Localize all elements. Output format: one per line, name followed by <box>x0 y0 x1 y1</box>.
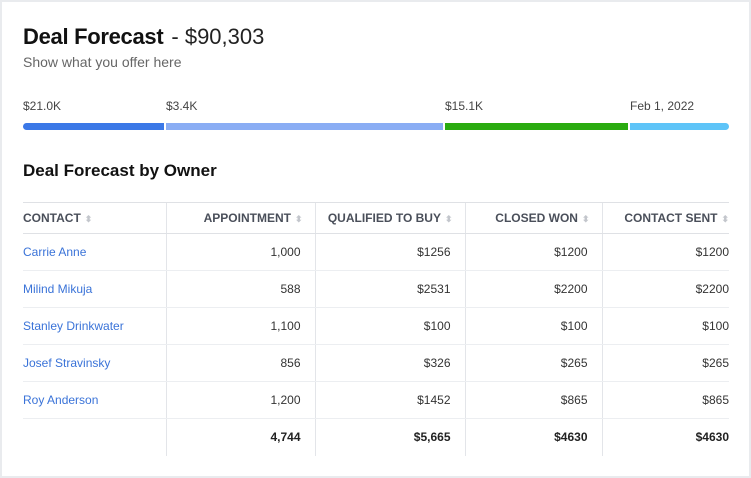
sort-icon[interactable]: ⬍ <box>581 214 590 224</box>
table-cell: $1200 <box>464 233 602 271</box>
title-text: Deal Forecast <box>23 24 164 49</box>
contact-link[interactable]: Milind Mikuja <box>23 270 166 308</box>
table-row: Stanley Drinkwater 1,100 $100 $100 $100 <box>23 307 729 345</box>
column-label: CONTACT <box>23 211 81 225</box>
table-cell: $100 <box>464 307 602 345</box>
total-cell: $5,665 <box>314 418 465 456</box>
contact-link[interactable]: Carrie Anne <box>23 233 166 271</box>
contact-link[interactable]: Roy Anderson <box>23 381 166 419</box>
segment-label: $15.1K <box>445 99 484 113</box>
sort-icon[interactable]: ⬍ <box>721 214 729 224</box>
column-header-closed-won[interactable]: CLOSED WON ⬍ <box>464 202 602 234</box>
progress-segment <box>166 123 443 130</box>
segment-label: $3.4K <box>166 99 198 113</box>
contact-link[interactable]: Josef Stravinsky <box>23 344 166 382</box>
total-cell: $4630 <box>464 418 602 456</box>
table-row: Roy Anderson 1,200 $1452 $865 $865 <box>23 381 729 419</box>
table-cell: $265 <box>601 344 729 382</box>
section-title: Deal Forecast by Owner <box>23 161 217 180</box>
column-header-contact-sent[interactable]: CONTACT SENT ⬍ <box>601 202 729 234</box>
totals-row: 4,744 $5,665 $4630 $4630 <box>23 418 729 456</box>
column-label: APPOINTMENT <box>203 211 291 225</box>
column-header-qualified-to-buy[interactable]: QUALIFIED TO BUY ⬍ <box>314 202 465 234</box>
owner-forecast-table: CONTACT ⬍ APPOINTMENT ⬍ QUALIFIED TO BUY ⬍ CLO… <box>23 202 729 456</box>
table-cell: $1452 <box>314 381 465 419</box>
sort-icon[interactable]: ⬍ <box>444 214 453 224</box>
column-label: CONTACT SENT <box>624 211 718 225</box>
total-cell <box>23 419 166 456</box>
segment-label: $21.0K <box>23 99 62 113</box>
column-label: QUALIFIED TO BUY <box>327 211 441 225</box>
progress-segment <box>445 123 628 130</box>
contact-link[interactable]: Stanley Drinkwater <box>23 307 166 345</box>
total-cell: $4630 <box>601 418 729 456</box>
column-label: CLOSED WON <box>495 211 578 225</box>
table-cell: 1,200 <box>165 381 315 419</box>
table-cell: 1,000 <box>165 233 315 271</box>
table-row: Milind Mikuja 588 $2531 $2200 $2200 <box>23 270 729 308</box>
table-cell: $2531 <box>314 270 465 308</box>
table-cell: $2200 <box>464 270 602 308</box>
table-row: Josef Stravinsky 856 $326 $265 $265 <box>23 344 729 382</box>
table-cell: $865 <box>601 381 729 419</box>
subtitle: Show what you offer here <box>23 54 182 70</box>
column-header-contact[interactable]: CONTACT ⬍ <box>23 202 166 234</box>
table-cell: $1200 <box>601 233 729 271</box>
forecast-amount: - $90,303 <box>171 24 265 49</box>
table-cell: $2200 <box>601 270 729 308</box>
column-header-appointment[interactable]: APPOINTMENT ⬍ <box>165 202 315 234</box>
total-cell: 4,744 <box>165 418 315 456</box>
table-cell: 1,100 <box>165 307 315 345</box>
table-cell: 856 <box>165 344 315 382</box>
table-cell: $100 <box>601 307 729 345</box>
table-cell: $326 <box>314 344 465 382</box>
table-cell: 588 <box>165 270 315 308</box>
table-cell: $865 <box>464 381 602 419</box>
sort-icon[interactable]: ⬍ <box>294 214 303 224</box>
table-row: Carrie Anne 1,000 $1256 $1200 $1200 <box>23 233 729 271</box>
table-cell: $265 <box>464 344 602 382</box>
table-cell: $100 <box>314 307 465 345</box>
segment-label: Feb 1, 2022 <box>630 99 695 113</box>
page-title: Deal Forecast - $90,303 <box>23 24 264 50</box>
table-cell: $1256 <box>314 233 465 271</box>
progress-segment <box>630 123 729 130</box>
sort-icon[interactable]: ⬍ <box>84 214 93 224</box>
progress-segment <box>23 123 164 130</box>
